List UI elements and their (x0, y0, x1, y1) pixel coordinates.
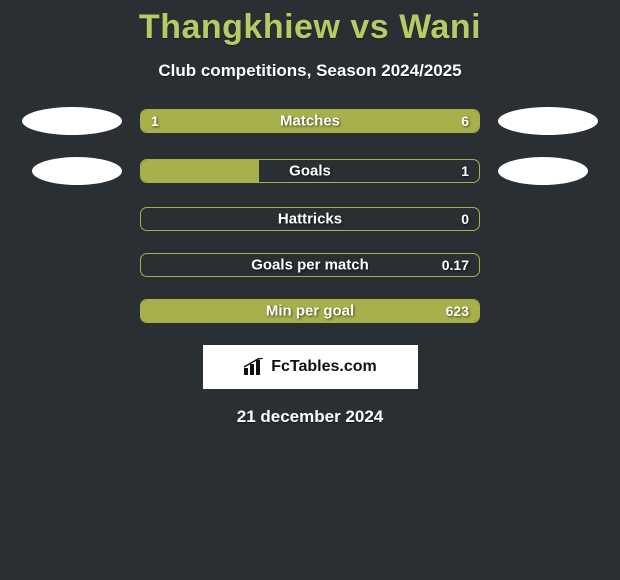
stat-row-goals: Goals 1 (0, 157, 620, 185)
stat-bar: 1 Matches 6 (140, 109, 480, 133)
stat-label: Hattricks (278, 211, 342, 228)
fctables-label: FcTables.com (271, 358, 377, 376)
stat-label: Matches (280, 113, 340, 130)
page-subtitle: Club competitions, Season 2024/2025 (0, 61, 620, 81)
player-left-avatar-placeholder (22, 107, 122, 135)
stat-row-mpg: Min per goal 623 (0, 299, 620, 323)
stat-bar: Goals per match 0.17 (140, 253, 480, 277)
page-date: 21 december 2024 (0, 407, 620, 427)
stat-bar: Min per goal 623 (140, 299, 480, 323)
stat-label: Goals (289, 163, 331, 180)
stat-label: Min per goal (266, 303, 354, 320)
stat-bar: Goals 1 (140, 159, 480, 183)
fctables-brand[interactable]: FcTables.com (203, 345, 418, 389)
stat-row-hattricks: Hattricks 0 (0, 207, 620, 231)
page-title: Thangkhiew vs Wani (0, 8, 620, 47)
stat-bar: Hattricks 0 (140, 207, 480, 231)
stat-label: Goals per match (251, 257, 369, 274)
shadow-ellipse-right (498, 157, 588, 185)
bar-chart-icon (243, 358, 265, 376)
player-right-avatar-placeholder (498, 107, 598, 135)
stat-value-left: 1 (151, 113, 159, 129)
bar-fill-left (141, 160, 259, 182)
stat-value-right: 623 (446, 303, 469, 319)
stat-row-gpm: Goals per match 0.17 (0, 253, 620, 277)
shadow-ellipse-left (32, 157, 122, 185)
stat-value-right: 0.17 (442, 257, 469, 273)
stat-value-right: 0 (461, 211, 469, 227)
stat-value-right: 1 (461, 163, 469, 179)
stat-row-matches: 1 Matches 6 (0, 107, 620, 135)
stat-value-right: 6 (461, 113, 469, 129)
